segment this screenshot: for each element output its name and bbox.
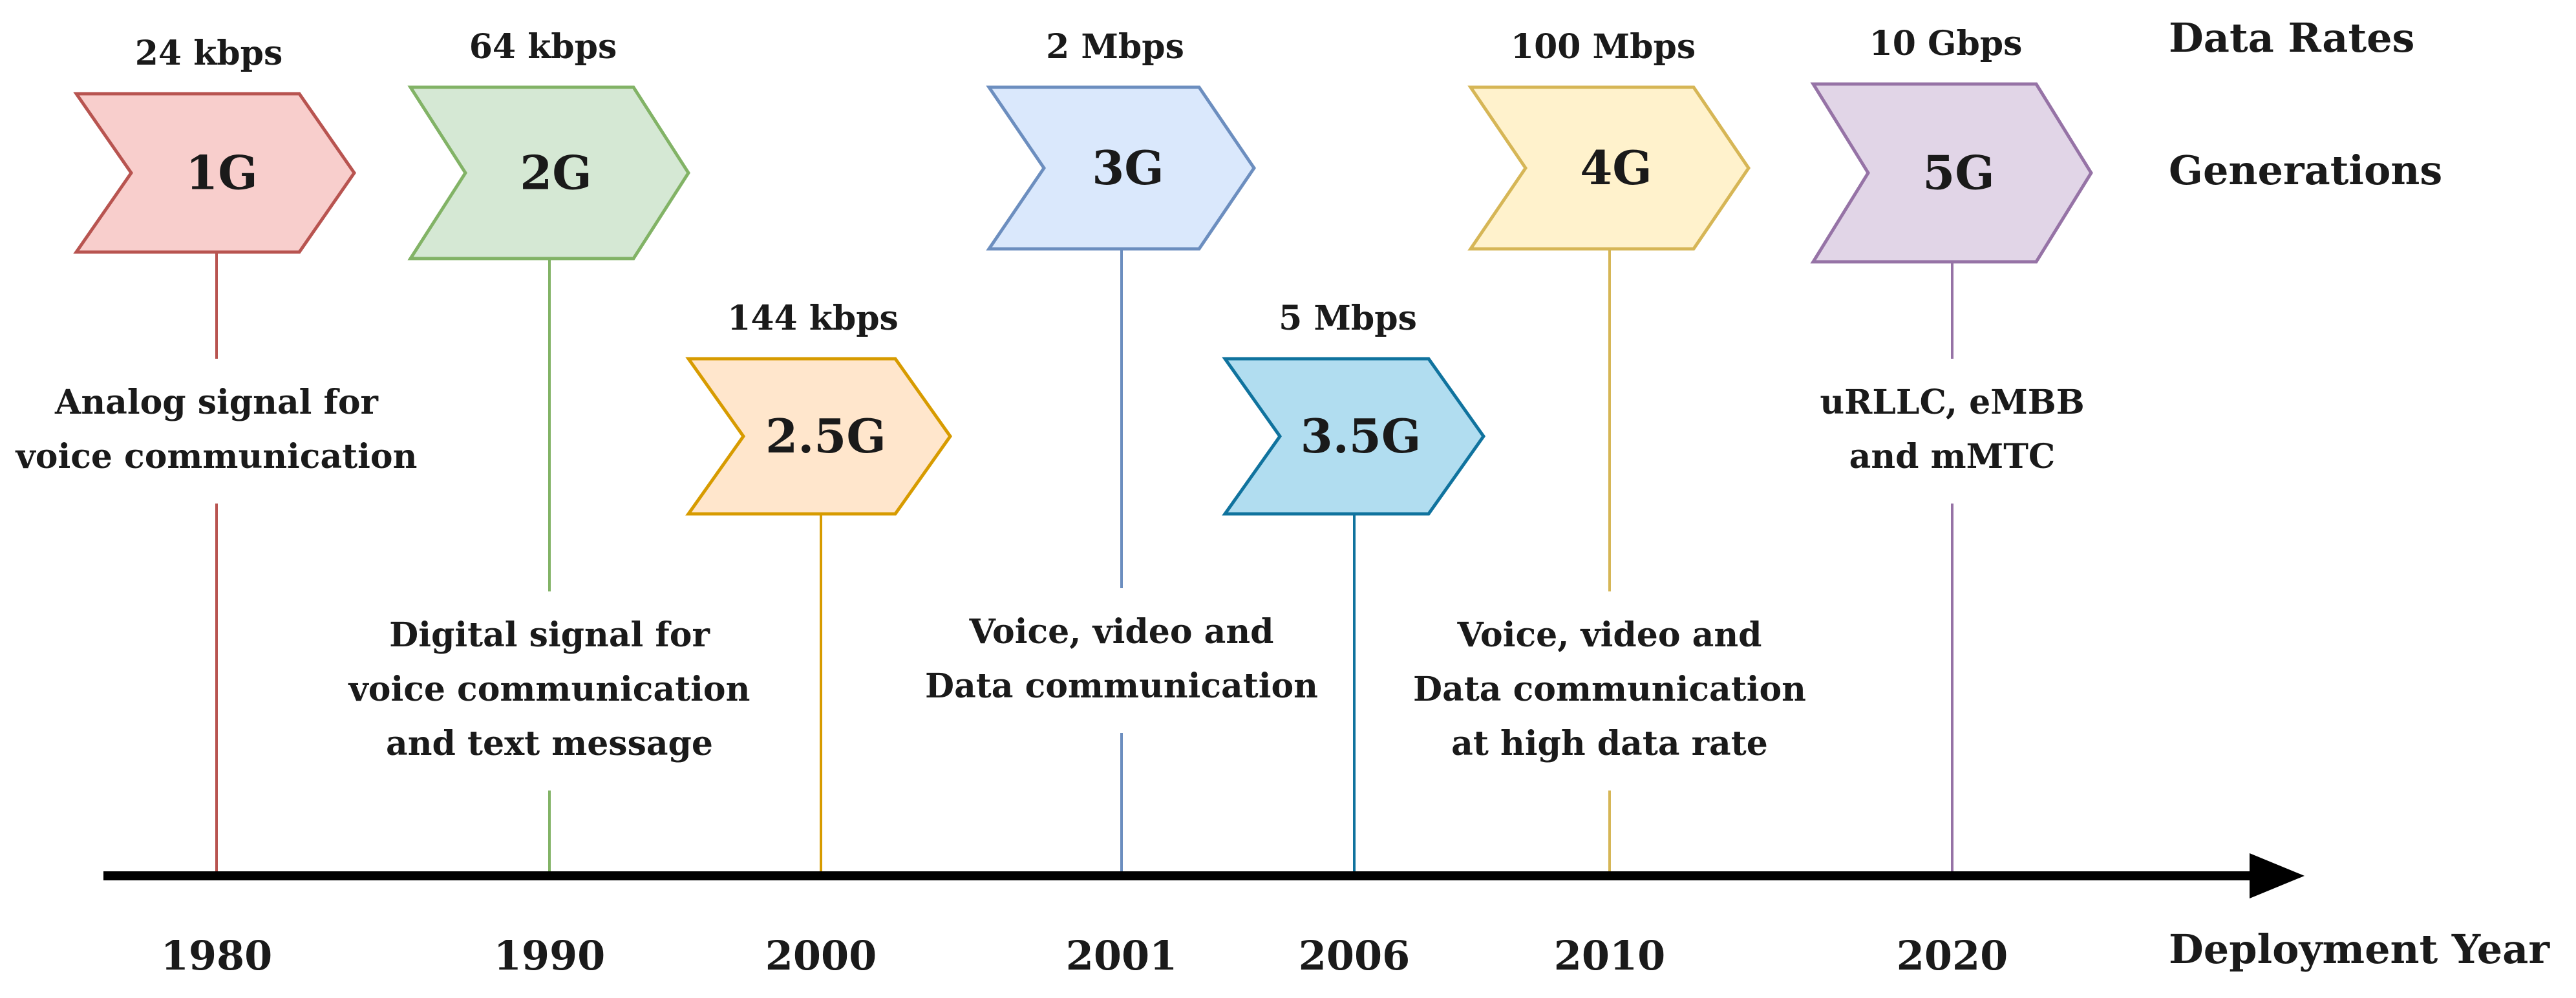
description-1g-line-2: voice communication	[16, 437, 418, 476]
description-4g-line-1: Voice, video and	[1456, 615, 1762, 655]
data-rate-2g: 64 kbps	[469, 27, 617, 67]
description-3g-line-1: Voice, video and	[968, 612, 1273, 652]
generation-label-3g: 3G	[1092, 140, 1164, 195]
row-labels: Data Rates Generations Deployment Year	[2169, 14, 2550, 973]
deployment-year-3-5g: 2006	[1299, 932, 1410, 979]
generation-chevrons	[73, 82, 2093, 516]
generation-label-5g: 5G	[1922, 145, 1995, 200]
data-rate-4g: 100 Mbps	[1511, 27, 1696, 67]
description-2g-line-3: and text message	[386, 724, 713, 763]
description-2g-line-1: Digital signal for	[389, 615, 710, 655]
generation-label-1g: 1G	[186, 145, 258, 200]
generation-label-3-5g: 3.5G	[1301, 409, 1421, 463]
data-rate-5g: 10 Gbps	[1869, 24, 2023, 63]
timeline-labels: 1G 24 kbps Analog signal for voice communic…	[16, 24, 2085, 979]
description-3g-line-2: Data communication	[925, 666, 1318, 706]
generation-label-4g: 4G	[1580, 140, 1652, 195]
description-5g-line-1: uRLLC, eMBB	[1820, 383, 2084, 422]
timeline-axis	[103, 853, 2305, 898]
deployment-year-5g: 2020	[1897, 932, 2008, 979]
chevron-2-5g	[685, 357, 953, 516]
chevron-3-5g	[1222, 357, 1486, 516]
row-label-generations: Generations	[2169, 147, 2442, 194]
description-2g-line-2: voice communication	[348, 670, 750, 709]
deployment-year-2g: 1990	[494, 932, 606, 979]
chevron-4g	[1467, 85, 1751, 251]
data-rate-3-5g: 5 Mbps	[1279, 299, 1417, 338]
data-rate-1g: 24 kbps	[135, 34, 283, 73]
deployment-year-2-5g: 2000	[765, 932, 877, 979]
row-label-deployment-year: Deployment Year	[2169, 926, 2550, 973]
description-4g-line-3: at high data rate	[1451, 724, 1768, 763]
deployment-year-1g: 1980	[161, 932, 273, 979]
row-label-data-rates: Data Rates	[2169, 14, 2414, 61]
description-4g-line-2: Data communication	[1413, 670, 1806, 709]
timeline-arrowhead	[2250, 853, 2305, 898]
chevron-3g	[986, 85, 1257, 251]
connector-lines	[215, 249, 1953, 876]
data-rate-2-5g: 144 kbps	[727, 299, 899, 338]
data-rate-3g: 2 Mbps	[1046, 27, 1184, 67]
chevron-5g	[1810, 82, 2093, 264]
chevron-2g	[407, 85, 690, 260]
generation-label-2-5g: 2.5G	[765, 409, 886, 463]
chevron-1g	[73, 92, 357, 254]
description-1g-line-1: Analog signal for	[54, 383, 379, 422]
deployment-year-4g: 2010	[1554, 932, 1666, 979]
deployment-year-3g: 2001	[1066, 932, 1178, 979]
description-5g-line-2: and mMTC	[1849, 437, 2056, 476]
generation-label-2g: 2G	[520, 145, 592, 200]
